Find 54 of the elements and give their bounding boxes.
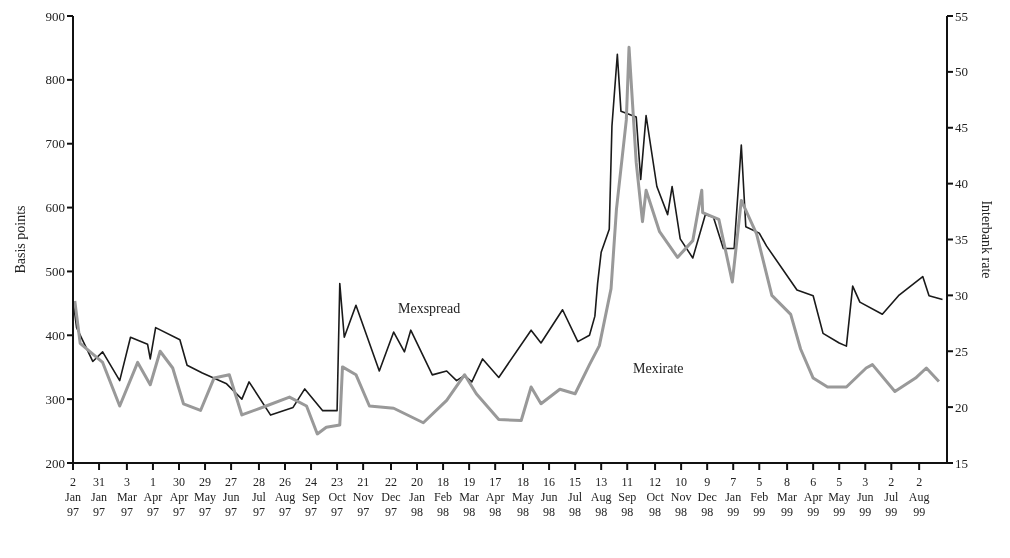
x-tick-label: 20 Jan 98 bbox=[409, 475, 426, 519]
x-tick-label: 24 Sep 97 bbox=[302, 475, 321, 519]
y-tick-label: 600 bbox=[45, 200, 65, 216]
x-tick-label: 6 Apr 99 bbox=[803, 475, 823, 519]
x-tick-label: 1 Apr 97 bbox=[143, 475, 163, 519]
y-axis-title: Basis points bbox=[12, 205, 28, 274]
y2-tick-label: 25 bbox=[955, 343, 968, 359]
x-tick-label: 13 Aug 98 bbox=[590, 475, 612, 519]
x-tick-label: 19 Mar 98 bbox=[459, 475, 480, 519]
y2-tick-label: 50 bbox=[955, 64, 968, 80]
x-tick-label: 12 Oct 98 bbox=[646, 475, 665, 519]
y2-tick-label: 55 bbox=[955, 8, 968, 24]
x-tick-label: 16 Jun 98 bbox=[540, 475, 558, 519]
y2-tick-label: 20 bbox=[955, 399, 968, 415]
x-tick-label: 3 Jun 99 bbox=[856, 475, 874, 519]
x-tick-label: 15 Jul 98 bbox=[568, 475, 583, 519]
x-tick-label: 26 Aug 97 bbox=[274, 475, 296, 519]
x-tick-label: 2 Jul 99 bbox=[884, 475, 899, 519]
y-tick-label: 200 bbox=[45, 455, 65, 471]
series-label: Mexspread bbox=[398, 301, 461, 316]
y2-tick-label: 15 bbox=[955, 455, 968, 471]
y2-tick-label: 35 bbox=[955, 232, 968, 248]
x-tick-label: 8 Mar 99 bbox=[777, 475, 798, 519]
x-tick-label: 5 Feb 99 bbox=[750, 475, 769, 519]
x-tick-label: 2 Jan 97 bbox=[65, 475, 81, 519]
y2-tick-label: 45 bbox=[955, 120, 968, 136]
y-tick-label: 400 bbox=[45, 327, 65, 343]
x-tick-label: 22 Dec 97 bbox=[381, 475, 401, 519]
x-tick-label: 2 Aug 99 bbox=[908, 475, 930, 519]
y-tick-label: 300 bbox=[45, 391, 65, 407]
y2-tick-label: 30 bbox=[955, 287, 968, 303]
y-tick-label: 900 bbox=[45, 8, 65, 24]
text: Mexirate bbox=[633, 361, 684, 376]
x-tick-label: 9 Dec 98 bbox=[697, 475, 717, 519]
x-tick-label: 10 Nov 98 bbox=[670, 475, 692, 519]
y-tick-label: 700 bbox=[45, 136, 65, 152]
x-tick-label: 30 Apr 97 bbox=[169, 475, 189, 519]
x-tick-label: 18 May 98 bbox=[512, 475, 535, 519]
x-tick-label: 28 Jul 97 bbox=[251, 475, 267, 519]
y2-axis-title: Interbank rate bbox=[979, 200, 995, 279]
x-tick-label: 18 Feb 98 bbox=[434, 475, 453, 519]
y-tick-label: 800 bbox=[45, 72, 65, 88]
x-tick-label: 29 May 97 bbox=[194, 475, 217, 519]
y-tick-label: 500 bbox=[45, 264, 65, 280]
x-tick-label: 17 Apr 98 bbox=[485, 475, 505, 519]
x-tick-label: 5 May 99 bbox=[828, 475, 851, 519]
x-tick-label: 11 Sep 98 bbox=[618, 475, 637, 519]
y2-tick-label: 40 bbox=[955, 176, 968, 192]
x-tick-label: 7 Jan 99 bbox=[725, 475, 742, 519]
x-tick-label: 21 Nov 97 bbox=[352, 475, 374, 519]
x-tick-label: 31 Jan 97 bbox=[91, 475, 108, 519]
x-tick-label: 3 Mar 97 bbox=[116, 475, 137, 519]
x-tick-label: 27 Jun 97 bbox=[222, 475, 240, 519]
x-tick-label: 23 Oct 97 bbox=[328, 475, 347, 519]
